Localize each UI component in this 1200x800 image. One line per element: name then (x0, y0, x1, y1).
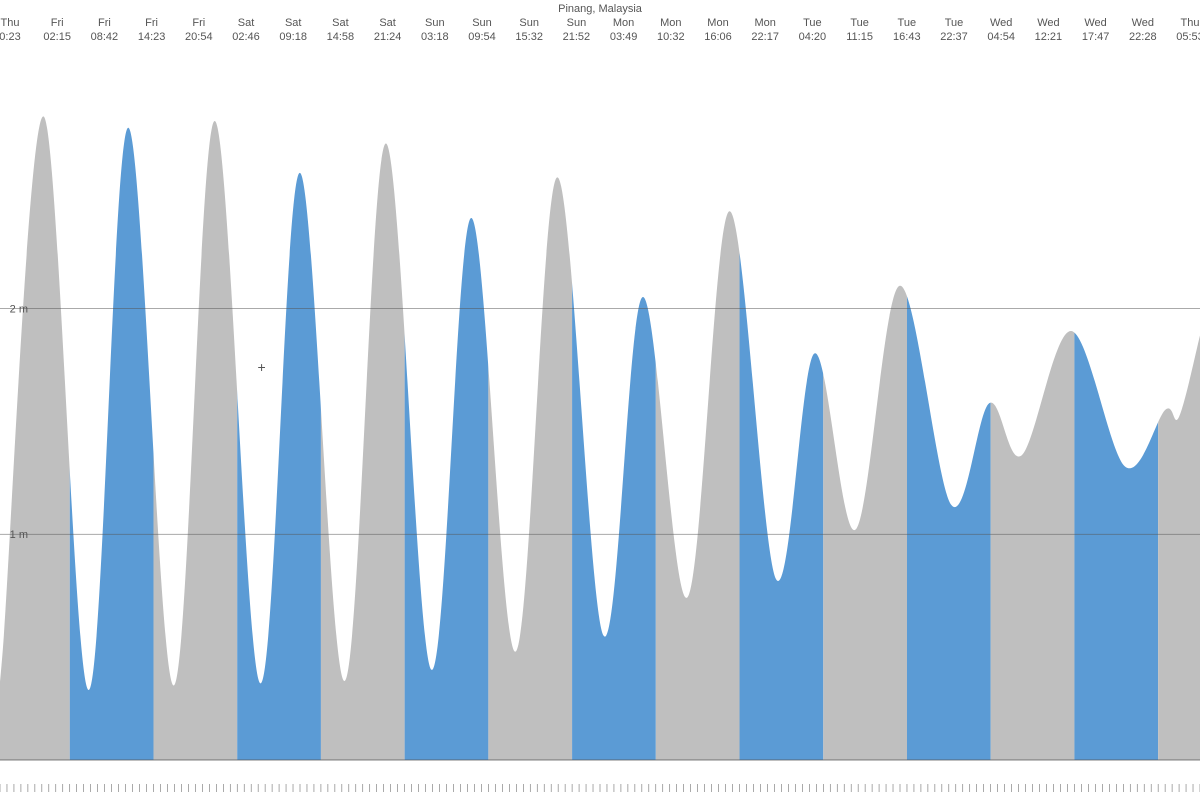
top-label-time: 09:18 (279, 31, 307, 43)
top-label-time: 16:43 (893, 31, 921, 43)
top-label-day: Sat (332, 17, 349, 29)
tide-fill-bands (0, 20, 1200, 800)
top-label-day: Thu (1, 17, 20, 29)
tide-band (823, 20, 907, 800)
top-label-day: Wed (990, 17, 1012, 29)
top-label-time: 03:18 (421, 31, 449, 43)
tide-band (321, 20, 405, 800)
top-label-time: 16:06 (704, 31, 732, 43)
top-label-day: Fri (98, 17, 111, 29)
tide-band (488, 20, 572, 800)
top-label-day: Mon (660, 17, 681, 29)
top-label-day: Sun (425, 17, 445, 29)
tide-band (656, 20, 740, 800)
top-label-day: Wed (1084, 17, 1106, 29)
top-label-time: 21:52 (563, 31, 591, 43)
top-label-day: Sat (285, 17, 302, 29)
top-label-time: 09:54 (468, 31, 496, 43)
top-label-day: Fri (51, 17, 64, 29)
top-label-day: Tue (850, 17, 869, 29)
top-label-time: 12:21 (1035, 31, 1063, 43)
top-label-time: 14:58 (327, 31, 355, 43)
top-label-time: 15:32 (515, 31, 543, 43)
tide-band (70, 20, 154, 800)
tide-band (991, 20, 1075, 800)
tide-band (405, 20, 489, 800)
top-label-day: Fri (192, 17, 205, 29)
top-label-day: Sun (567, 17, 587, 29)
tide-band (740, 20, 824, 800)
top-label-time: 04:20 (799, 31, 827, 43)
tide-band (1158, 20, 1200, 800)
top-label-day: Sat (238, 17, 255, 29)
top-label-time: 17:47 (1082, 31, 1110, 43)
tide-band (237, 20, 321, 800)
top-label-day: Sun (472, 17, 492, 29)
top-label-day: Tue (898, 17, 917, 29)
top-label-time: 22:28 (1129, 31, 1157, 43)
top-label-day: Tue (803, 17, 822, 29)
y-axis-label: 1 m (10, 529, 28, 541)
top-label-time: 03:49 (610, 31, 638, 43)
top-label-time: 08:42 (91, 31, 119, 43)
top-label-time: 04:54 (987, 31, 1015, 43)
chart-title: Pinang, Malaysia (558, 3, 643, 15)
crosshair-marker: + (258, 359, 266, 375)
top-label-day: Wed (1132, 17, 1154, 29)
top-label-day: Mon (754, 17, 775, 29)
top-label-day: Tue (945, 17, 964, 29)
top-label-time: 14:23 (138, 31, 166, 43)
y-axis-label: 2 m (10, 303, 28, 315)
top-label-time: 11:15 (846, 31, 873, 43)
top-label-day: Mon (613, 17, 634, 29)
tide-band (0, 20, 70, 800)
top-label-day: Mon (707, 17, 728, 29)
tide-chart: 1 m 2 m Pinang, Malaysia Thu 0:23 Fri 02:15 Fri… (0, 0, 1200, 800)
tide-band (1074, 20, 1158, 800)
top-label-time: 02:46 (232, 31, 260, 43)
top-label-time: 22:37 (940, 31, 968, 43)
top-label-day: Wed (1037, 17, 1059, 29)
tide-band (572, 20, 656, 800)
top-label-time: 22:17 (751, 31, 779, 43)
top-label-time: 05:53 (1176, 31, 1200, 43)
tide-band (907, 20, 991, 800)
top-label-time: 0:23 (0, 31, 21, 43)
top-label-time: 02:15 (43, 31, 71, 43)
tide-band (153, 20, 237, 800)
top-label-day: Fri (145, 17, 158, 29)
top-label-day: Thu (1181, 17, 1200, 29)
top-label-day: Sat (379, 17, 396, 29)
tide-chart-svg: 1 m 2 m Pinang, Malaysia Thu 0:23 Fri 02:15 Fri… (0, 0, 1200, 800)
top-label-time: 20:54 (185, 31, 213, 43)
top-label-day: Sun (519, 17, 539, 29)
top-label-time: 10:32 (657, 31, 685, 43)
top-label-time: 21:24 (374, 31, 402, 43)
